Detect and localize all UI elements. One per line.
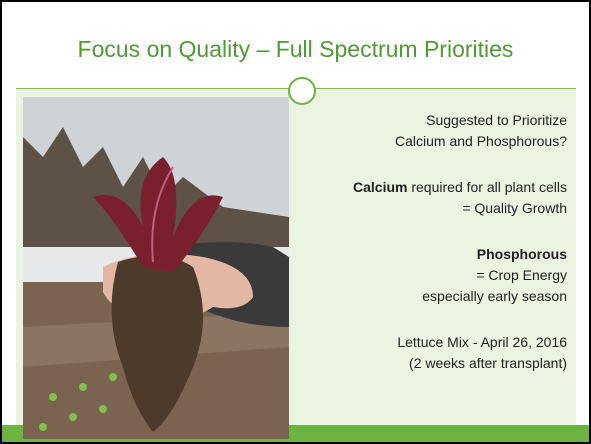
text-line: especially early season: [287, 286, 567, 307]
text-line: = Crop Energy: [287, 265, 567, 286]
text: required for all plant cells: [411, 179, 567, 195]
lettuce-photo: [23, 97, 289, 439]
term: Phosphorous: [477, 246, 567, 262]
text-line: = Quality Growth: [287, 198, 567, 219]
slide-title: Focus on Quality – Full Spectrum Priorit…: [2, 36, 589, 63]
rule-ornament: [288, 77, 316, 105]
text-line: Calcium and Phosphorous?: [287, 131, 567, 152]
text-line: (2 weeks after transplant): [287, 353, 567, 374]
slide: Focus on Quality – Full Spectrum Priorit…: [0, 0, 591, 444]
text-line: Phosphorous: [287, 244, 567, 265]
text-line: Calcium required for all plant cells: [287, 177, 567, 198]
body-text: Suggested to Prioritize Calcium and Phos…: [287, 110, 567, 374]
text-line: Suggested to Prioritize: [287, 110, 567, 131]
text-line: Lettuce Mix - April 26, 2016: [287, 332, 567, 353]
term: Calcium: [353, 179, 407, 195]
